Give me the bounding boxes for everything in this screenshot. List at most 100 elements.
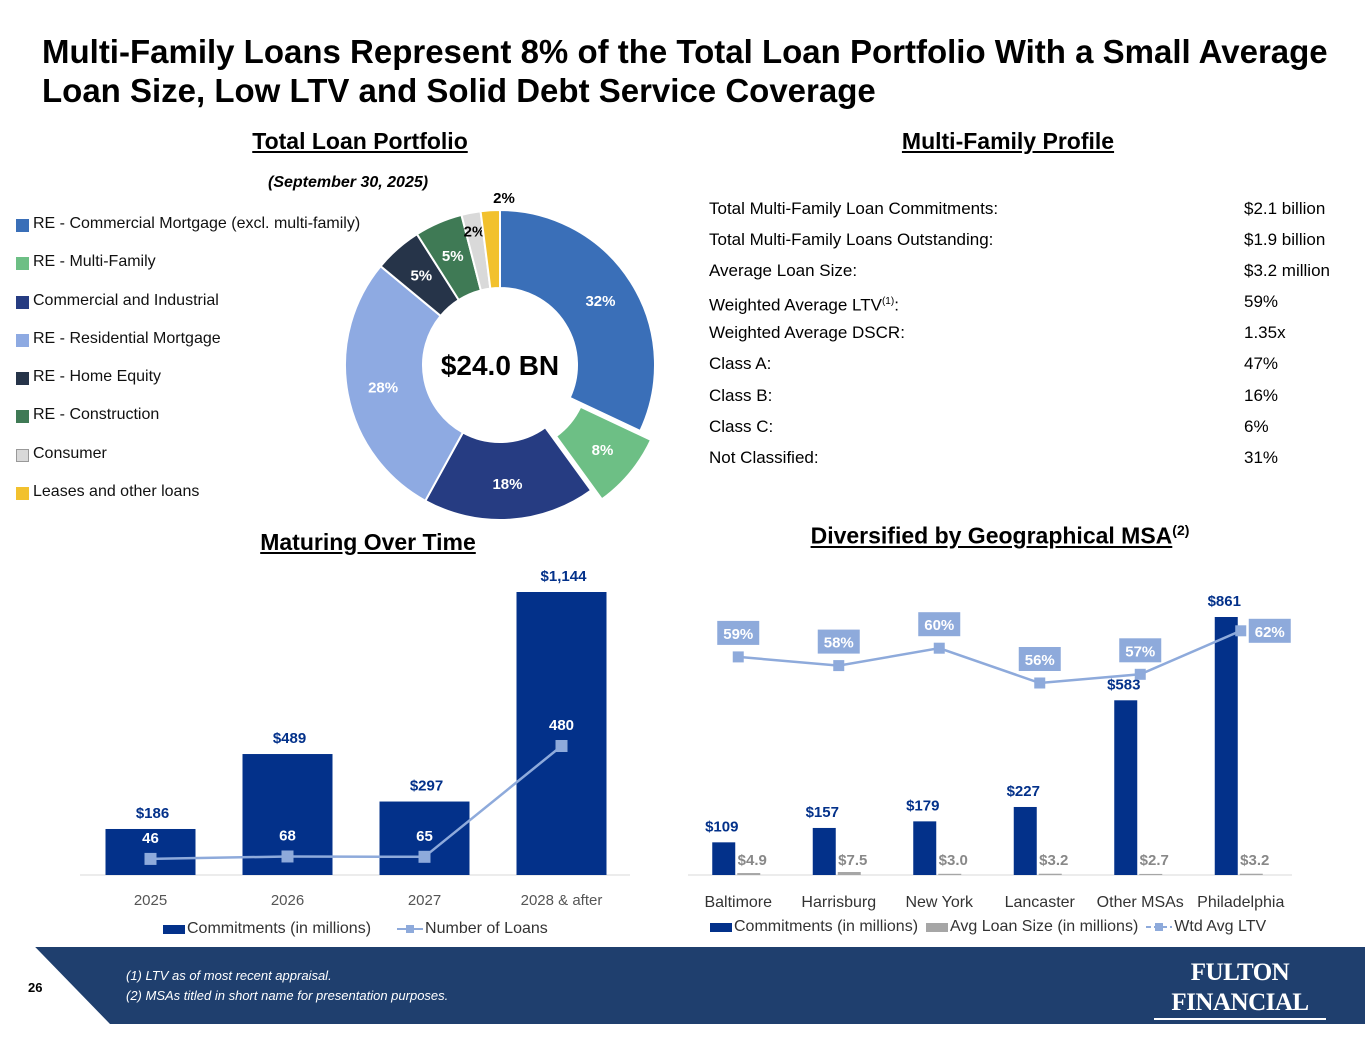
profile-row: Class A: 47% [709, 351, 1349, 382]
profile-label: Total Multi-Family Loan Commitments: [709, 196, 998, 222]
ltv-label-box [1119, 638, 1162, 663]
bar-value-label: $1,144 [541, 568, 588, 585]
ltv-value-label: 56% [1025, 652, 1055, 669]
profile-label-sup: (1) [881, 296, 895, 308]
profile-row: Not Classified: 31% [709, 445, 1349, 476]
x-tick-label: New York [905, 894, 974, 911]
avg-bar [1038, 873, 1062, 875]
legend-swatch [16, 333, 29, 347]
ltv-value-label: 59% [723, 626, 753, 643]
ltv-value-label: 57% [1125, 643, 1155, 660]
pie-slice-label: 5% [410, 268, 432, 285]
legend-swatch [16, 219, 29, 232]
legend-swatch-msa-commitments [710, 922, 732, 932]
x-tick-label: 2028 & after [521, 892, 603, 909]
footnote-2: (2) MSAs titled in short name for presen… [126, 988, 449, 1003]
bar-value-label: $179 [906, 797, 939, 814]
maturing-title: Maturing Over Time [260, 529, 476, 555]
pie-slice [423, 425, 593, 521]
line-value-label: 68 [279, 827, 296, 844]
profile-value: $3.2 million [1244, 261, 1330, 281]
bar [712, 842, 736, 875]
profile-value: 6% [1244, 416, 1269, 436]
pie-slice-label: 2% [464, 223, 486, 240]
profile-label-suffix: : [894, 295, 899, 315]
ltv-point [1134, 668, 1146, 680]
bar [812, 827, 836, 875]
bar [516, 592, 607, 875]
bar [1214, 617, 1238, 875]
pie-legend-item: Leases and other loans [16, 483, 360, 521]
profile-row: Weighted Average LTV(1): 59% [709, 289, 1349, 320]
profile-label-text: Total Multi-Family Loan Commitments: [709, 199, 999, 218]
avg-bar [1139, 873, 1163, 875]
profile-label: Weighted Average DSCR: [709, 320, 905, 346]
maturing-legend: Commitments (in millions) Number of Loan… [163, 920, 548, 938]
profile-label: Average Loan Size: [709, 258, 857, 284]
pie-slice [499, 208, 656, 433]
profile-value: $2.1 billion [1244, 199, 1326, 218]
bar-value-label: $109 [705, 818, 738, 835]
ltv-point [933, 642, 945, 654]
legend-label: RE - Home Equity [33, 368, 162, 386]
legend-commitments: Commitments (in millions) [187, 920, 372, 937]
legend-label: RE - Construction [33, 406, 160, 424]
profile-value: 59% [1244, 292, 1279, 312]
legend-swatch [16, 487, 29, 501]
company-logo: FULTON FINANCIAL CORPORATION [1150, 958, 1330, 1044]
pie-slice-label: 28% [368, 379, 398, 396]
profile-row: Total Multi-Family Loans Outstanding: $1.… [709, 227, 1349, 258]
x-tick-label: Philadelphia [1197, 894, 1284, 911]
legend-swatch-commitments [163, 924, 185, 934]
bar-value-label: $489 [273, 730, 306, 747]
legend-swatch-loans [397, 924, 424, 934]
profile-label-text: Total Multi-Family Loans Outstanding: [709, 230, 994, 250]
profile-row: Average Loan Size: $3.2 million [709, 258, 1349, 289]
line-point [418, 850, 431, 863]
line-point [281, 850, 294, 863]
profile-table: Total Multi-Family Loan Commitments: $2.1… [709, 196, 1349, 476]
legend-label: RE - Multi-Family [33, 253, 156, 271]
profile-row: Total Multi-Family Loan Commitments: $2.1… [709, 196, 1349, 227]
msa-title-sup: (2) [1172, 522, 1190, 538]
legend-swatch-ltv [1146, 922, 1173, 932]
donut-center-label: $24.0 BN [441, 350, 559, 381]
legend-swatch [16, 448, 29, 462]
profile-row: Class C: 6% [709, 414, 1349, 445]
profile-label-text: Class B: [709, 385, 773, 405]
avg-value-label: $4.9 [738, 852, 767, 869]
bar [913, 821, 937, 875]
profile-row: Class B: 16% [709, 383, 1349, 414]
footnotes: (1) LTV as of most recent appraisal. (2)… [126, 966, 448, 1006]
pie-slice-label: 2% [493, 190, 515, 207]
bar-value-label: $186 [136, 805, 169, 822]
pie-legend-item: RE - Commercial Mortgage (excl. multi-fa… [16, 215, 360, 253]
pie-legend: RE - Commercial Mortgage (excl. multi-fa… [16, 215, 360, 521]
x-tick-label: 2027 [408, 892, 441, 909]
msa-title: Diversified by Geographical MSA(2) [780, 522, 1220, 550]
legend-avg-loan: Avg Loan Size (in millions) [950, 918, 1139, 935]
profile-value: $1.9 billion [1244, 230, 1326, 250]
pie-legend-item: RE - Construction [16, 406, 360, 444]
ltv-value-label: 62% [1255, 624, 1285, 641]
avg-bar [1239, 873, 1263, 875]
ltv-value-label: 58% [824, 635, 854, 652]
avg-value-label: $3.0 [939, 852, 968, 869]
msa-legend: Commitments (in millions) Avg Loan Size … [710, 918, 1266, 936]
x-tick-label: 2025 [134, 892, 167, 909]
line-value-label: 480 [549, 717, 574, 734]
avg-value-label: $3.2 [1240, 852, 1269, 869]
bar-value-label: $583 [1107, 676, 1140, 693]
pie-legend-item: RE - Home Equity [16, 368, 360, 406]
legend-swatch [16, 295, 29, 309]
avg-value-label: $3.2 [1039, 852, 1068, 869]
pie-slice-label: 32% [585, 293, 615, 310]
bar-value-label: $861 [1208, 593, 1241, 610]
bar [1013, 806, 1037, 875]
line-point [144, 852, 157, 865]
footer-bar [0, 947, 1365, 1024]
profile-label-text: Not Classified: [709, 447, 819, 467]
bar-value-label: $227 [1007, 783, 1040, 800]
x-tick-label: 2026 [271, 892, 304, 909]
line-point [555, 740, 568, 752]
